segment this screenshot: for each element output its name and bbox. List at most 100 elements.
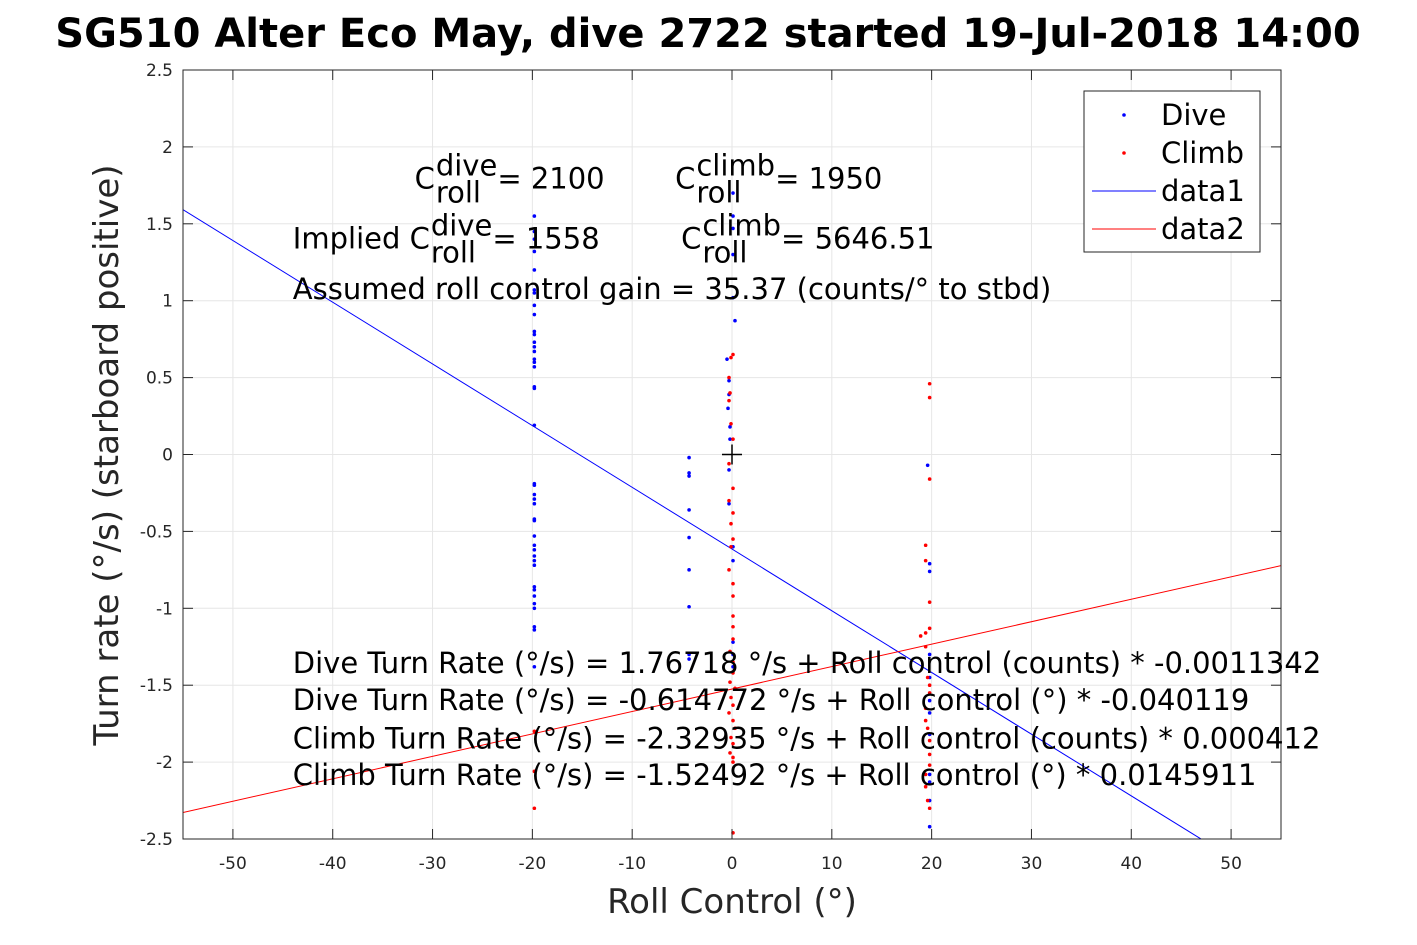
climb-point [927, 381, 932, 386]
climb-point [927, 806, 932, 811]
y-tick-label: 1.5 [146, 215, 173, 235]
legend-label-Climb: Climb [1161, 136, 1244, 170]
climb-point [927, 683, 932, 687]
annotation-fit4: Climb Turn Rate (°/s) = -1.52492 °/s + R… [293, 758, 1257, 792]
climb-point [729, 695, 733, 700]
dive-point [927, 732, 932, 737]
climb-point [923, 644, 928, 649]
x-tick-label: -50 [219, 854, 247, 874]
climb-point [731, 486, 735, 491]
dive-point [532, 483, 537, 488]
fit-lines [183, 209, 1281, 839]
dive-point [532, 214, 537, 218]
dive-point [927, 772, 932, 777]
dive-point [532, 558, 537, 563]
annotation-implied_dive-value: = 1558 [492, 221, 599, 255]
climb-point [927, 395, 932, 400]
dive-point [927, 652, 932, 657]
annotation-fit3: Climb Turn Rate (°/s) = -2.32935 °/s + R… [293, 721, 1321, 755]
annotation-cclimb-sub: roll [696, 175, 741, 209]
dive-point [532, 386, 537, 391]
dive-point [725, 357, 729, 361]
dive-point [927, 711, 932, 715]
climb-point [731, 594, 735, 598]
dive-point [532, 329, 537, 334]
dive-point [687, 535, 691, 540]
dive-point [731, 226, 735, 231]
dive-point [532, 601, 537, 606]
climb-point [532, 769, 537, 774]
climb-point [731, 537, 735, 541]
dive-point [532, 423, 537, 428]
dive-point [927, 561, 932, 566]
x-tick-label: -20 [518, 854, 546, 874]
y-axis-label: Turn rate (°/s) (starboard positive) [87, 164, 127, 746]
dive-point [532, 664, 537, 669]
climb-point [923, 772, 928, 777]
climb-point [727, 498, 731, 503]
dive-point [532, 288, 537, 292]
dive-point [731, 252, 735, 257]
climb-point [731, 660, 735, 664]
climb-point [731, 624, 735, 629]
climb-point [727, 398, 731, 403]
x-tick-label: -40 [319, 854, 347, 874]
dive-point [687, 474, 691, 478]
climb-point [923, 706, 928, 711]
climb-point [729, 421, 733, 426]
climb-point [927, 626, 932, 631]
dive-point [687, 471, 691, 475]
dive-point [532, 588, 537, 592]
climb-point [532, 729, 537, 734]
dive-point [532, 624, 537, 629]
climb-point [731, 755, 735, 760]
climb-point [918, 634, 923, 638]
climb-point [733, 686, 737, 691]
climb-point [927, 738, 932, 743]
climb-point [925, 726, 930, 731]
x-tick-label: 20 [921, 854, 943, 874]
dive-point [532, 365, 537, 369]
dive-point [927, 824, 932, 829]
dive-point [727, 468, 731, 472]
y-tick-label: 2 [162, 138, 173, 158]
fit-line-data1 [183, 209, 1203, 839]
dive-point [925, 463, 930, 468]
dive-point [927, 569, 932, 574]
dive-point [532, 249, 537, 254]
climb-point [728, 680, 732, 684]
climb-point [731, 703, 735, 707]
climb-point [729, 735, 733, 740]
x-axis-label: Roll Control (°) [607, 882, 857, 922]
climb-point [532, 806, 537, 811]
dive-point [927, 780, 932, 784]
dive-point [728, 425, 732, 429]
climb-point [727, 375, 731, 380]
dive-point [687, 652, 691, 657]
legend-swatch-Climb [1122, 151, 1126, 155]
dive-point [731, 640, 735, 644]
dive-point [532, 501, 537, 506]
dive-point [532, 534, 537, 538]
dive-point [532, 628, 537, 632]
climb-point [923, 718, 928, 723]
dive-point [532, 237, 537, 241]
dive-point [731, 214, 735, 218]
legend-swatch-Dive [1122, 113, 1126, 117]
legend-label-data2: data2 [1161, 212, 1245, 246]
dive-point [532, 606, 537, 611]
x-tick-label: -30 [419, 854, 447, 874]
climb-point [927, 752, 932, 757]
y-tick-label: 2.5 [146, 61, 173, 81]
dive-point [532, 584, 537, 589]
climb-point [728, 391, 732, 395]
dive-point [532, 497, 537, 501]
dive-point [731, 652, 735, 657]
climb-point [728, 751, 732, 755]
x-tick-label: 0 [727, 854, 738, 874]
dive-point [927, 698, 932, 703]
climb-point [731, 637, 735, 641]
dive-point [532, 268, 537, 272]
chart-title: SG510 Alter Eco May, dive 2722 started 1… [55, 11, 1360, 57]
